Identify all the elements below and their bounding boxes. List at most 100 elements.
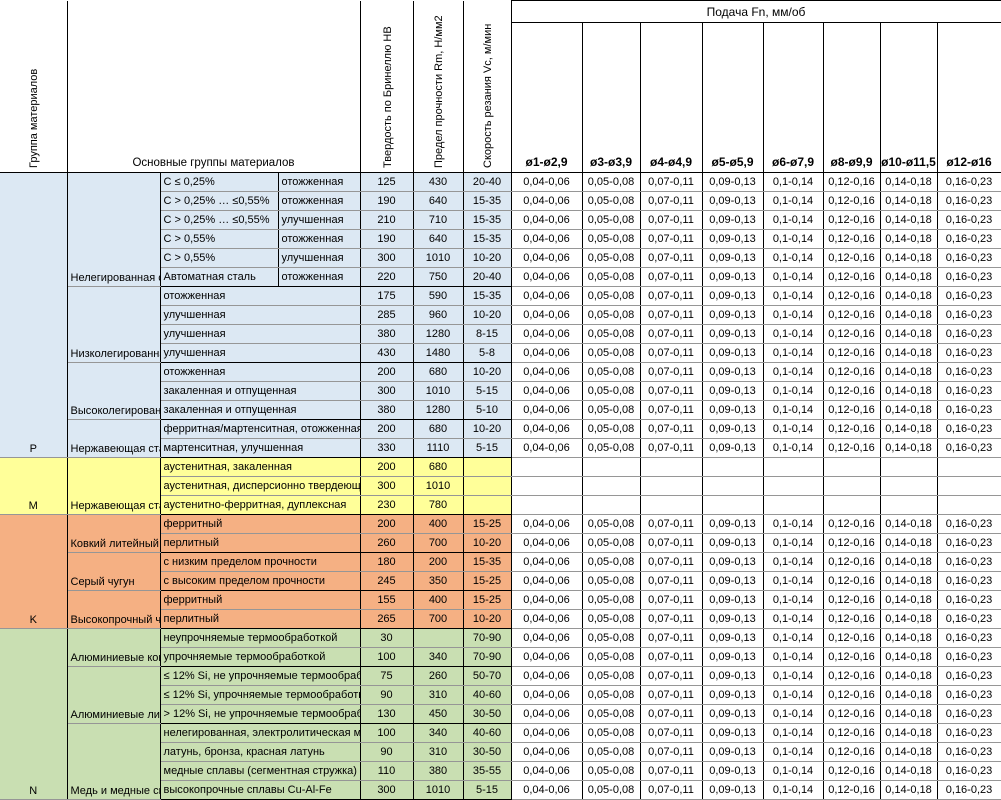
feed-value-cell[interactable]: 0,1-0,14: [762, 362, 824, 382]
strength-column-header[interactable]: Предел прочности Rm, Н/мм2: [412, 0, 464, 173]
feed-value-cell[interactable]: [762, 495, 824, 515]
material-family-cell[interactable]: Высоколегированная сталь: [66, 362, 161, 420]
feed-value-cell[interactable]: 0,12-0,16: [822, 210, 881, 230]
feed-value-cell[interactable]: 0,04-0,06: [510, 761, 583, 781]
feed-value-cell[interactable]: 0,12-0,16: [822, 229, 881, 249]
feed-value-cell[interactable]: 0,07-0,11: [639, 590, 703, 610]
feed-value-cell[interactable]: 0,07-0,11: [639, 362, 703, 382]
feed-value-cell[interactable]: 0,09-0,13: [701, 286, 764, 306]
material-desc-cell[interactable]: C > 0,25% … ≤0,55%: [159, 210, 279, 230]
hardness-value-cell[interactable]: 330: [359, 438, 414, 458]
feed-value-cell[interactable]: 0,1-0,14: [762, 381, 824, 401]
feed-value-cell[interactable]: 0,04-0,06: [510, 552, 583, 572]
strength-value-cell[interactable]: 340: [412, 723, 464, 743]
cutting-speed-value-cell[interactable]: [462, 476, 512, 496]
feed-value-cell[interactable]: 0,12-0,16: [822, 343, 881, 363]
cutting-speed-value-cell[interactable]: 5-15: [462, 381, 512, 401]
strength-value-cell[interactable]: 710: [412, 210, 464, 230]
material-desc-cell[interactable]: аустенитная, закаленная: [159, 457, 361, 477]
strength-value-cell[interactable]: 960: [412, 305, 464, 325]
feed-value-cell[interactable]: [762, 457, 824, 477]
material-family-cell[interactable]: Нелегированная сталь: [66, 172, 161, 287]
feed-value-cell[interactable]: 0,14-0,18: [879, 343, 938, 363]
cutting-speed-value-cell[interactable]: 5-15: [462, 780, 512, 800]
hardness-value-cell[interactable]: 180: [359, 552, 414, 572]
feed-value-cell[interactable]: 0,09-0,13: [701, 362, 764, 382]
feed-value-cell[interactable]: 0,04-0,06: [510, 514, 583, 534]
feed-value-cell[interactable]: 0,14-0,18: [879, 647, 938, 667]
feed-value-cell[interactable]: 0,04-0,06: [510, 286, 583, 306]
feed-value-cell[interactable]: 0,12-0,16: [822, 723, 881, 743]
strength-value-cell[interactable]: 1280: [412, 400, 464, 420]
feed-value-cell[interactable]: 0,09-0,13: [701, 438, 764, 458]
feed-value-cell[interactable]: [510, 495, 583, 515]
strength-value-cell[interactable]: 310: [412, 685, 464, 705]
feed-value-cell[interactable]: 0,16-0,23: [936, 761, 1001, 781]
hardness-column-header[interactable]: Твердость по Бринеллю HB: [359, 0, 414, 173]
feed-value-cell[interactable]: 0,07-0,11: [639, 533, 703, 553]
strength-value-cell[interactable]: 750: [412, 267, 464, 287]
feed-value-cell[interactable]: 0,16-0,23: [936, 647, 1001, 667]
hardness-value-cell[interactable]: 190: [359, 229, 414, 249]
feed-value-cell[interactable]: 0,1-0,14: [762, 609, 824, 629]
material-desc-cell[interactable]: > 12% Si, не упрочняемые термообработкой: [159, 704, 361, 724]
feed-value-cell[interactable]: [581, 495, 641, 515]
feed-value-cell[interactable]: 0,09-0,13: [701, 742, 764, 762]
feed-value-cell[interactable]: 0,09-0,13: [701, 628, 764, 648]
feed-value-cell[interactable]: 0,16-0,23: [936, 609, 1001, 629]
material-desc-cell[interactable]: ферритная/мартенситная, отожженная: [159, 419, 361, 439]
feed-value-cell[interactable]: 0,09-0,13: [701, 229, 764, 249]
feed-value-cell[interactable]: 0,12-0,16: [822, 742, 881, 762]
material-state-cell[interactable]: отожженная: [277, 229, 361, 249]
feed-value-cell[interactable]: [510, 476, 583, 496]
feed-value-cell[interactable]: 0,1-0,14: [762, 191, 824, 211]
feed-value-cell[interactable]: 0,09-0,13: [701, 590, 764, 610]
material-desc-cell[interactable]: аустенитная, дисперсионно твердеющая: [159, 476, 361, 496]
material-family-cell[interactable]: Нержавеющая сталь: [66, 419, 161, 458]
hardness-value-cell[interactable]: 190: [359, 191, 414, 211]
feed-value-cell[interactable]: 0,04-0,06: [510, 780, 583, 800]
strength-value-cell[interactable]: 350: [412, 571, 464, 591]
strength-value-cell[interactable]: 340: [412, 647, 464, 667]
feed-value-cell[interactable]: [639, 495, 703, 515]
feed-value-cell[interactable]: 0,12-0,16: [822, 362, 881, 382]
feed-value-cell[interactable]: 0,04-0,06: [510, 172, 583, 192]
material-desc-cell[interactable]: закаленная и отпущенная: [159, 381, 361, 401]
feed-value-cell[interactable]: 0,1-0,14: [762, 685, 824, 705]
feed-value-cell[interactable]: 0,07-0,11: [639, 704, 703, 724]
cutting-speed-value-cell[interactable]: 5-10: [462, 400, 512, 420]
feed-value-cell[interactable]: 0,16-0,23: [936, 172, 1001, 192]
feed-value-cell[interactable]: 0,12-0,16: [822, 647, 881, 667]
cutting-speed-value-cell[interactable]: 50-70: [462, 666, 512, 686]
hardness-value-cell[interactable]: 200: [359, 419, 414, 439]
feed-value-cell[interactable]: 0,07-0,11: [639, 628, 703, 648]
material-desc-cell[interactable]: перлитный: [159, 609, 361, 629]
feed-value-cell[interactable]: 0,12-0,16: [822, 438, 881, 458]
feed-value-cell[interactable]: 0,12-0,16: [822, 514, 881, 534]
feed-value-cell[interactable]: 0,14-0,18: [879, 552, 938, 572]
feed-value-cell[interactable]: 0,07-0,11: [639, 172, 703, 192]
feed-value-cell[interactable]: [639, 476, 703, 496]
feed-value-cell[interactable]: 0,1-0,14: [762, 628, 824, 648]
feed-value-cell[interactable]: [701, 495, 764, 515]
feed-value-cell[interactable]: 0,12-0,16: [822, 685, 881, 705]
feed-value-cell[interactable]: 0,14-0,18: [879, 362, 938, 382]
group-letter-cell[interactable]: K: [0, 514, 68, 629]
material-desc-cell[interactable]: Автоматная сталь: [159, 267, 279, 287]
feed-value-cell[interactable]: 0,07-0,11: [639, 780, 703, 800]
feed-value-cell[interactable]: 0,09-0,13: [701, 533, 764, 553]
hardness-value-cell[interactable]: 430: [359, 343, 414, 363]
feed-value-cell[interactable]: 0,16-0,23: [936, 248, 1001, 268]
feed-value-cell[interactable]: 0,05-0,08: [581, 666, 641, 686]
strength-value-cell[interactable]: 260: [412, 666, 464, 686]
feed-value-cell[interactable]: 0,07-0,11: [639, 571, 703, 591]
feed-value-cell[interactable]: 0,16-0,23: [936, 362, 1001, 382]
feed-value-cell[interactable]: 0,09-0,13: [701, 305, 764, 325]
feed-value-cell[interactable]: 0,1-0,14: [762, 552, 824, 572]
feed-value-cell[interactable]: 0,09-0,13: [701, 761, 764, 781]
hardness-value-cell[interactable]: 200: [359, 362, 414, 382]
feed-value-cell[interactable]: 0,07-0,11: [639, 210, 703, 230]
hardness-value-cell[interactable]: 175: [359, 286, 414, 306]
diameter-header-cell[interactable]: ø3-ø3,9: [581, 22, 641, 173]
feed-value-cell[interactable]: 0,16-0,23: [936, 419, 1001, 439]
